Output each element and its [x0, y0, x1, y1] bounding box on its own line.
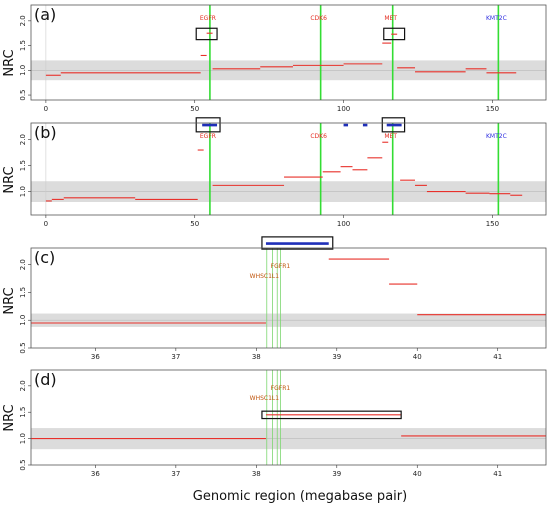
x-tick-label: 38: [252, 353, 261, 361]
y-tick-label: 1.0: [19, 315, 27, 326]
y-axis-label: NRC: [2, 49, 17, 76]
panel-frame: [30, 247, 547, 349]
gene-label: EGFR: [200, 15, 216, 22]
gene-label: FGFR1: [271, 263, 291, 270]
x-tick-label: 50: [190, 105, 199, 113]
gene-label: KMT2C: [486, 15, 507, 22]
panel-frame: [30, 122, 547, 216]
y-tick-label: 2.0: [19, 134, 27, 145]
y-tick-label: 2.0: [19, 15, 27, 26]
y-tick-label: 1.5: [19, 160, 27, 171]
y-tick-label: 1.5: [19, 287, 27, 298]
x-tick-label: 39: [332, 353, 341, 361]
x-tick-label: 41: [493, 470, 502, 478]
gene-label: CDK6: [310, 133, 327, 140]
x-tick-label: 150: [486, 220, 499, 228]
x-tick-label: 100: [337, 220, 350, 228]
x-tick-label: 0: [44, 220, 48, 228]
plot-area: [31, 5, 546, 100]
panel-4: FGFR1 WHSC1L1 0.5 1.0 1.5 2.0 36 37 38 39 40 41 (d): [19, 369, 547, 478]
panel-1: EGFR CDK6 MET KMT2C 0.5 1.0 1.5 2.0 0 50 100 150 (a): [19, 4, 547, 113]
y-tick-label: 1.0: [19, 65, 27, 76]
annotation-box: [383, 27, 406, 41]
x-tick-label: 36: [91, 353, 100, 361]
y-tick-label: 1.5: [19, 407, 27, 418]
panels: EGFR CDK6 MET KMT2C 0.5 1.0 1.5 2.0 0 50 100 150 (a)…: [19, 4, 547, 478]
plot-area: [31, 123, 546, 215]
gene-label: CDK6: [310, 15, 327, 22]
panel-frame: [30, 369, 547, 466]
panel-3: FGFR1 WHSC1L1 0.5 1.0 1.5 2.0 36 37 38 39 40 41 (c): [19, 236, 547, 361]
annotation-box: [195, 117, 221, 133]
annotation-box: [195, 27, 218, 41]
annotation-box: [261, 410, 402, 420]
panel-letter: (c): [34, 248, 55, 267]
y-tick-label: 0.5: [19, 342, 27, 353]
gene-label: MET: [384, 15, 397, 22]
annotation-box: [381, 117, 406, 133]
gene-label: EGFR: [200, 133, 216, 140]
x-tick-label: 36: [91, 470, 100, 478]
plot-area: [31, 370, 546, 465]
y-tick-label: 2.0: [19, 259, 27, 270]
x-axis-label: Genomic region (megabase pair): [193, 489, 407, 504]
x-tick-label: 0: [44, 105, 48, 113]
gene-label: WHSC1L1: [250, 273, 280, 280]
gene-label: MET: [384, 133, 397, 140]
y-tick-label: 2.0: [19, 380, 27, 391]
x-tick-label: 50: [190, 220, 199, 228]
panel-frame: [30, 4, 547, 101]
gene-label: WHSC1L1: [250, 395, 280, 402]
panel-letter: (b): [34, 123, 57, 142]
y-axis-label: NRC: [2, 287, 17, 314]
y-tick-label: 1.0: [19, 186, 27, 197]
x-tick-label: 38: [252, 470, 261, 478]
gene-label: FGFR1: [271, 385, 291, 392]
y-axis-label: NRC: [2, 404, 17, 431]
y-tick-label: 1.0: [19, 433, 27, 444]
panel-letter: (d): [34, 370, 57, 389]
plot-area: [31, 248, 546, 348]
x-tick-label: 150: [486, 105, 499, 113]
panel-letter: (a): [34, 5, 56, 24]
y-tick-label: 0.5: [19, 89, 27, 100]
x-tick-label: 37: [171, 470, 180, 478]
panel-2: EGFR CDK6 MET KMT2C 1.0 1.5 2.0 0 50 100 150 (b): [19, 117, 547, 228]
gene-label: KMT2C: [486, 133, 507, 140]
x-tick-label: 40: [413, 353, 422, 361]
y-tick-label: 1.5: [19, 40, 27, 51]
x-tick-label: 41: [493, 353, 502, 361]
annotation-box: [261, 236, 334, 250]
x-tick-label: 37: [171, 353, 180, 361]
y-axis-label: NRC: [2, 166, 17, 193]
y-tick-label: 0.5: [19, 459, 27, 470]
x-tick-label: 40: [413, 470, 422, 478]
x-tick-label: 39: [332, 470, 341, 478]
x-tick-label: 100: [337, 105, 350, 113]
